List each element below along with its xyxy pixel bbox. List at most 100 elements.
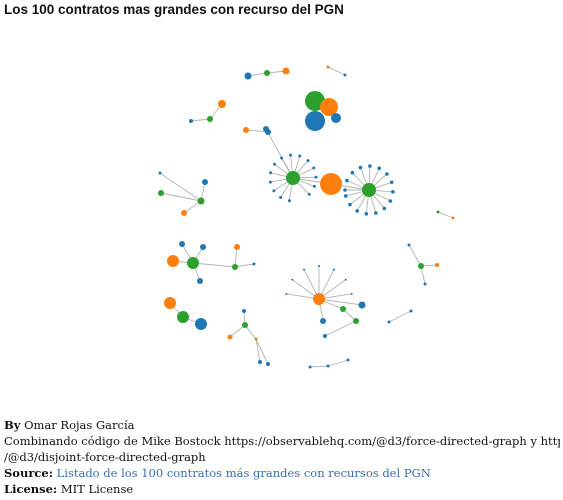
graph-node-blue[interactable] — [258, 360, 262, 364]
graph-node-blue[interactable] — [407, 243, 411, 247]
graph-node-blue[interactable] — [389, 180, 394, 185]
graph-node-orange[interactable] — [435, 263, 439, 267]
graph-node-green[interactable] — [418, 263, 424, 269]
graph-node-orange[interactable] — [313, 293, 325, 305]
graph-node-blue[interactable] — [358, 301, 366, 309]
graph-node-orange[interactable] — [243, 127, 249, 133]
graph-node-green[interactable] — [158, 190, 164, 196]
graph-node-blue[interactable] — [382, 206, 387, 211]
graph-node-blue[interactable] — [318, 265, 320, 267]
graph-node-green[interactable] — [207, 116, 213, 122]
graph-node-orange[interactable] — [227, 334, 233, 340]
graph-node-orange[interactable] — [218, 100, 226, 108]
graph-node-blue[interactable] — [305, 111, 325, 131]
graph-node-green[interactable] — [436, 210, 440, 214]
graph-node-green[interactable] — [177, 311, 189, 323]
graph-node-blue[interactable] — [303, 268, 306, 271]
graph-node-blue[interactable] — [291, 278, 294, 281]
graph-node-blue[interactable] — [298, 154, 302, 158]
graph-node-orange[interactable] — [254, 337, 258, 341]
graph-node-blue[interactable] — [331, 113, 341, 123]
graph-node-blue[interactable] — [244, 72, 252, 80]
graph-node-blue[interactable] — [343, 73, 347, 77]
graph-node-green[interactable] — [305, 91, 325, 111]
graph-node-blue[interactable] — [279, 195, 283, 199]
graph-link — [190, 118, 211, 122]
graph-node-blue[interactable] — [374, 211, 378, 215]
graph-node-blue[interactable] — [344, 278, 347, 281]
graph-node-blue[interactable] — [320, 318, 326, 324]
graph-node-blue[interactable] — [388, 199, 393, 203]
graph-node-orange[interactable] — [181, 210, 187, 216]
graph-node-blue[interactable] — [307, 192, 311, 196]
graph-node-blue[interactable] — [179, 241, 185, 247]
graph-node-green[interactable] — [242, 322, 248, 328]
graph-link — [255, 338, 269, 365]
graph-node-blue[interactable] — [358, 165, 363, 170]
graph-node-blue[interactable] — [332, 268, 335, 271]
graph-node-blue[interactable] — [269, 171, 273, 175]
force-directed-graph[interactable] — [0, 0, 563, 410]
graph-node-blue[interactable] — [387, 320, 391, 324]
graph-node-blue[interactable] — [350, 292, 353, 295]
graph-node-blue[interactable] — [265, 129, 271, 135]
graph-node-blue[interactable] — [200, 244, 206, 250]
graph-node-blue[interactable] — [272, 189, 276, 193]
graph-node-orange[interactable] — [234, 244, 240, 250]
graph-node-blue[interactable] — [343, 188, 347, 192]
graph-node-blue[interactable] — [364, 212, 369, 216]
graph-node-blue[interactable] — [280, 156, 284, 160]
graph-node-orange[interactable] — [326, 65, 330, 69]
graph-node-green[interactable] — [264, 70, 270, 76]
graph-node-blue[interactable] — [326, 364, 330, 368]
graph-node-orange[interactable] — [320, 173, 342, 195]
graph-node-blue[interactable] — [289, 153, 293, 157]
graph-node-blue[interactable] — [343, 194, 348, 198]
graph-node-blue[interactable] — [202, 179, 208, 185]
graph-node-blue[interactable] — [314, 175, 318, 179]
graph-node-blue[interactable] — [355, 209, 359, 213]
graph-link — [192, 262, 236, 268]
graph-node-blue[interactable] — [158, 171, 162, 175]
graph-node-blue[interactable] — [346, 358, 350, 362]
graph-node-green[interactable] — [362, 183, 376, 197]
graph-node-blue[interactable] — [312, 184, 316, 188]
graph-node-green[interactable] — [286, 171, 300, 185]
graph-node-blue[interactable] — [377, 166, 382, 171]
graph-node-green[interactable] — [197, 197, 205, 205]
graph-node-blue[interactable] — [348, 202, 352, 207]
graph-node-blue[interactable] — [242, 309, 246, 313]
graph-node-blue[interactable] — [323, 334, 327, 338]
graph-node-blue[interactable] — [350, 170, 355, 175]
graph-node-blue[interactable] — [368, 164, 372, 168]
graph-node-orange[interactable] — [451, 216, 455, 220]
graph-node-green[interactable] — [353, 318, 359, 324]
graph-node-blue[interactable] — [345, 178, 349, 183]
graph-link — [327, 359, 349, 367]
graph-node-blue[interactable] — [409, 309, 413, 313]
graph-node-green[interactable] — [340, 306, 346, 312]
graph-node-blue[interactable] — [273, 162, 277, 166]
graph-node-blue[interactable] — [385, 172, 389, 176]
graph-node-blue[interactable] — [268, 180, 272, 184]
graph-node-blue[interactable] — [189, 119, 193, 123]
graph-node-orange[interactable] — [167, 255, 179, 267]
graph-node-orange[interactable] — [164, 297, 176, 309]
graph-link — [408, 244, 422, 267]
graph-node-blue[interactable] — [287, 199, 291, 203]
graph-node-orange[interactable] — [282, 67, 290, 75]
graph-node-blue[interactable] — [285, 292, 288, 295]
graph-node-blue[interactable] — [197, 278, 203, 284]
graph-node-blue[interactable] — [391, 190, 395, 194]
graph-node-blue[interactable] — [252, 262, 256, 266]
source-link[interactable]: Listado de los 100 contratos más grandes… — [56, 466, 431, 480]
graph-node-blue[interactable] — [423, 282, 427, 286]
graph-node-blue[interactable] — [306, 159, 310, 163]
graph-node-green[interactable] — [187, 257, 199, 269]
graph-node-blue[interactable] — [308, 365, 312, 369]
graph-node-blue[interactable] — [266, 362, 270, 366]
graph-node-green[interactable] — [232, 264, 238, 270]
graph-node-blue[interactable] — [312, 166, 316, 170]
graph-node-blue[interactable] — [195, 318, 207, 330]
graph-node-orange[interactable] — [320, 98, 338, 116]
